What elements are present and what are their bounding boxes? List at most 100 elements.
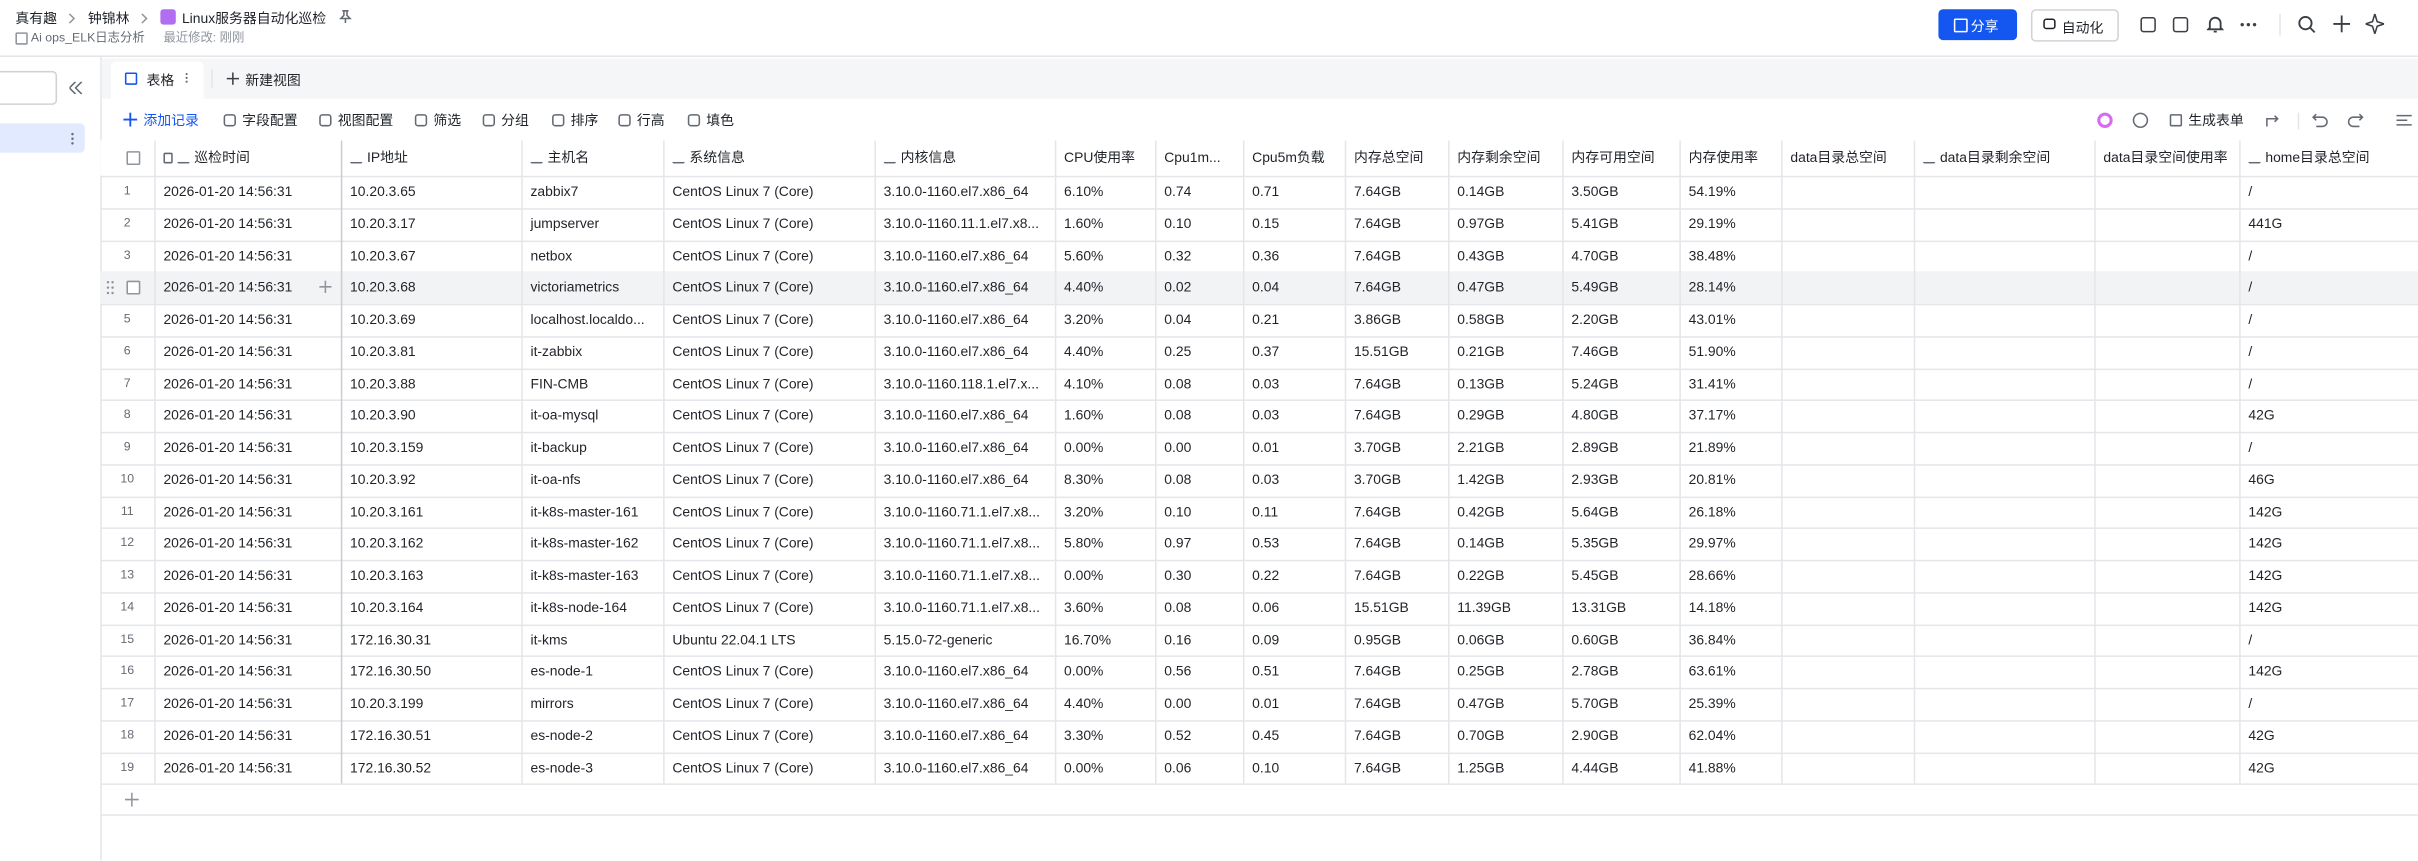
table-cell[interactable]: 0.53 [1252,535,1280,551]
table-cell[interactable]: 4.70GB [1571,247,1619,263]
table-cell[interactable]: 2.20GB [1571,311,1619,327]
drag-handle[interactable] [106,281,114,295]
ai-color-icon[interactable] [2097,112,2113,128]
table-cell[interactable]: 43.01% [1688,311,1736,327]
table-cell[interactable]: 3.70GB [1353,439,1402,455]
table-cell[interactable]: 3.10.0-1160.el7.x86_64 [883,343,1029,359]
tab-label[interactable]: 新建视图 [245,72,301,88]
table-cell[interactable]: 36.84% [1688,631,1736,647]
table-cell[interactable]: CentOS Linux 7 (Core) [672,567,814,583]
table-cell[interactable]: 10.20.3.199 [350,695,424,711]
table-cell[interactable]: 3.10.0-1160.el7.x86_64 [883,183,1029,199]
table-cell[interactable]: 7.64GB [1353,503,1402,519]
toolbar-button[interactable]: 生成表单 [2188,112,2244,128]
doc-icon[interactable] [2140,16,2156,33]
column-header[interactable]: home目录总空间 [2239,140,2418,175]
table-cell[interactable]: 0.56 [1164,663,1192,679]
table-cell[interactable]: / [2248,343,2253,359]
column-header[interactable]: 巡检时间 [154,140,341,175]
automation-button[interactable]: 自动化 [2030,9,2119,42]
table-cell[interactable]: 3.86GB [1353,311,1402,327]
table-cell[interactable]: 0.95GB [1353,631,1402,647]
table-cell[interactable]: 3.30% [1064,727,1104,743]
table-cell[interactable]: 2026-01-20 14:56:31 [163,631,293,647]
column-header[interactable]: data目录空间使用率 [2094,140,2239,175]
table-cell[interactable]: / [2248,439,2253,455]
table-cell[interactable]: 5.64GB [1571,503,1619,519]
column-header[interactable]: 内存可用空间 [1562,140,1679,175]
tab-more-icon[interactable] [185,72,188,83]
table-cell[interactable]: 0.47GB [1457,695,1505,711]
table-cell[interactable]: 0.97 [1164,535,1192,551]
table-cell[interactable]: 42G [2248,759,2275,775]
add-icon[interactable] [2333,15,2351,33]
table-cell[interactable]: it-oa-mysql [530,407,599,423]
table-cell[interactable]: 2026-01-20 14:56:31 [163,535,293,551]
table-cell[interactable]: 28.66% [1688,567,1736,583]
table-cell[interactable]: 7.64GB [1353,279,1402,295]
table-cell[interactable]: 5.60% [1064,247,1104,263]
table-cell[interactable]: 0.25GB [1457,663,1505,679]
toolbar-button[interactable]: 添加记录 [143,112,199,128]
table-cell[interactable]: 0.00% [1064,439,1104,455]
table-cell[interactable]: 0.29GB [1457,407,1505,423]
table-cell[interactable]: 0.06GB [1457,631,1505,647]
table-cell[interactable]: 4.80GB [1571,407,1619,423]
table-cell[interactable]: FIN-CMB [530,375,589,391]
table-cell[interactable]: 54.19% [1688,183,1736,199]
plugin-icon[interactable] [2172,16,2189,33]
table-cell[interactable]: CentOS Linux 7 (Core) [672,375,814,391]
table-cell[interactable]: es-node-1 [530,663,593,679]
table-cell[interactable]: it-kms [530,631,568,647]
table-cell[interactable]: 46G [2248,471,2275,487]
table-cell[interactable]: 28.14% [1688,279,1736,295]
table-cell[interactable]: it-oa-nfs [530,471,581,487]
table-cell[interactable]: 1.60% [1064,215,1104,231]
table-cell[interactable]: 3.70GB [1353,471,1402,487]
search-icon[interactable] [2298,15,2317,34]
table-cell[interactable]: 2.89GB [1571,439,1619,455]
table-cell[interactable]: netbox [530,247,573,263]
table-cell[interactable]: 2026-01-20 14:56:31 [163,183,293,199]
table-cell[interactable]: 0.00% [1064,567,1104,583]
table-cell[interactable]: 4.44GB [1571,759,1619,775]
table-cell[interactable]: it-k8s-master-162 [530,535,639,551]
table-cell[interactable]: 441G [2248,215,2283,231]
table-cell[interactable]: CentOS Linux 7 (Core) [672,663,814,679]
table-cell[interactable]: 51.90% [1688,343,1736,359]
table-cell[interactable]: CentOS Linux 7 (Core) [672,727,814,743]
table-cell[interactable]: it-k8s-master-161 [530,503,639,519]
table-cell[interactable]: 2026-01-20 14:56:31 [163,311,293,327]
table-cell[interactable]: 3.10.0-1160.el7.x86_64 [883,247,1029,263]
table-cell[interactable]: 0.10 [1164,215,1192,231]
table-cell[interactable]: 2026-01-20 14:56:31 [163,695,293,711]
table-cell[interactable]: 0.21 [1252,311,1280,327]
table-cell[interactable]: / [2248,183,2253,199]
table-cell[interactable]: 2.21GB [1457,439,1505,455]
column-header[interactable]: 内核信息 [874,140,1054,175]
table-cell[interactable]: 31.41% [1688,375,1736,391]
table-cell[interactable]: CentOS Linux 7 (Core) [672,183,814,199]
table-cell[interactable]: 13.31GB [1571,599,1627,615]
table-cell[interactable]: 0.71 [1252,183,1280,199]
table-cell[interactable]: 62.04% [1688,727,1736,743]
table-cell[interactable]: 37.17% [1688,407,1736,423]
table-cell[interactable]: 2026-01-20 14:56:31 [163,599,293,615]
table-cell[interactable]: 10.20.3.159 [350,439,424,455]
table-cell[interactable]: 10.20.3.68 [350,279,416,295]
row-checkbox[interactable] [126,281,141,295]
bell-icon[interactable] [2206,15,2224,34]
table-cell[interactable]: 2026-01-20 14:56:31 [163,407,293,423]
table-cell[interactable]: 0.00% [1064,759,1104,775]
table-cell[interactable]: localhost.localdo... [530,311,645,327]
table-cell[interactable]: 5.45GB [1571,567,1619,583]
table-cell[interactable]: 3.10.0-1160.el7.x86_64 [883,311,1029,327]
table-cell[interactable]: 2.78GB [1571,663,1619,679]
table-cell[interactable]: 0.45 [1252,727,1280,743]
table-cell[interactable]: 38.48% [1688,247,1736,263]
table-cell[interactable]: CentOS Linux 7 (Core) [672,407,814,423]
table-cell[interactable]: 0.14GB [1457,183,1505,199]
table-cell[interactable]: 20.81% [1688,471,1736,487]
table-cell[interactable]: 172.16.30.51 [350,727,432,743]
table-cell[interactable]: 10.20.3.67 [350,247,416,263]
